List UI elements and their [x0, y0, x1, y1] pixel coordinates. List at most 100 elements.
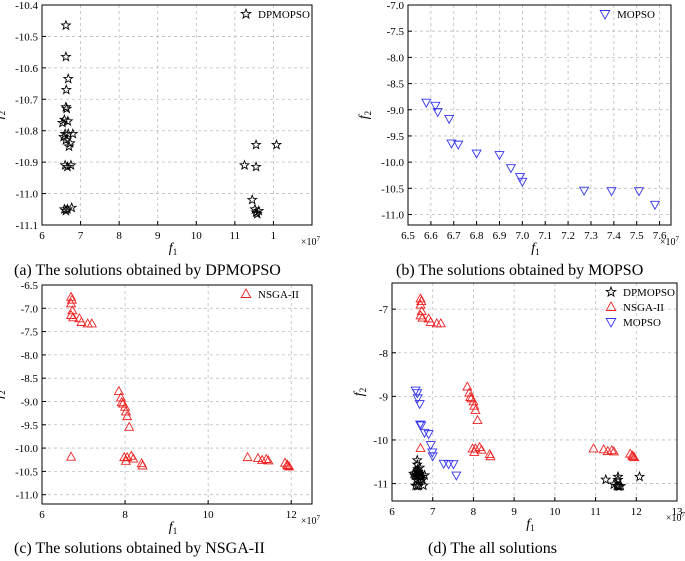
data-point	[598, 444, 609, 454]
data-point	[62, 115, 74, 127]
y-tick-label: -9.5	[21, 420, 39, 432]
data-point	[60, 83, 72, 95]
data-point	[68, 312, 79, 322]
data-point	[514, 173, 526, 183]
x-tick-label: 10	[549, 506, 561, 518]
data-point	[602, 445, 613, 455]
legend-marker	[240, 288, 252, 298]
data-point	[124, 421, 135, 431]
data-point	[505, 164, 517, 174]
data-point	[242, 451, 253, 462]
data-point	[469, 446, 480, 456]
y-tick-label: -8.5	[387, 79, 405, 91]
y-tick-label: -8.0	[387, 52, 405, 64]
data-point	[238, 159, 251, 171]
data-point	[443, 460, 454, 470]
plot-frame	[41, 4, 313, 226]
data-point	[66, 201, 78, 213]
x-tick-label: 6	[39, 230, 45, 242]
x-axis-label: f1	[526, 517, 534, 533]
x-axis-label-subscript: 1	[173, 526, 178, 536]
x-tick-label: 7.1	[538, 230, 552, 242]
data-point	[65, 291, 77, 301]
y-axis-label: f2	[0, 390, 7, 398]
data-point	[629, 451, 640, 462]
data-point	[494, 151, 505, 161]
data-point	[263, 455, 274, 465]
data-point	[58, 113, 70, 125]
data-point	[416, 421, 427, 431]
data-point	[120, 455, 132, 465]
data-point	[427, 452, 438, 462]
legend-label: DPMOPSO	[258, 9, 310, 21]
x-multiplier-exponent: 7	[317, 235, 321, 243]
data-point	[122, 451, 133, 462]
x-tick-label: 7	[78, 230, 84, 242]
data-point	[462, 381, 473, 391]
data-point	[416, 473, 429, 485]
y-axis-label: f2	[357, 111, 373, 119]
data-point	[612, 470, 624, 482]
x-tick-label: 7.6	[653, 230, 667, 242]
data-point	[412, 394, 423, 404]
x-multiplier-exponent: 7	[317, 514, 321, 522]
data-point	[416, 295, 427, 305]
data-point	[113, 385, 124, 395]
chart-a: 6 7 8 9 10 11 1-11.1-11.0-10.9-10.8-10.7-10.6-…	[0, 0, 321, 257]
data-point	[451, 471, 462, 481]
data-point	[86, 318, 97, 328]
data-point	[633, 187, 645, 197]
x-tick-label: 6.5	[401, 230, 415, 242]
y-tick-label: -9	[379, 391, 389, 403]
data-point	[430, 101, 441, 112]
x-tick-label: 7.2	[561, 230, 575, 242]
data-point	[115, 392, 127, 402]
data-point	[627, 451, 639, 461]
legend-marker	[605, 318, 617, 328]
data-point	[613, 480, 625, 492]
y-tick-label: -7	[379, 304, 389, 316]
data-point	[432, 108, 443, 118]
y-axis-label-subscript: 2	[358, 388, 368, 393]
data-point	[60, 101, 72, 112]
data-point	[119, 401, 131, 411]
plot-frame	[391, 282, 678, 502]
x-axis-label-subscript: 1	[173, 247, 178, 257]
data-point	[578, 186, 590, 196]
data-point	[421, 98, 432, 108]
data-point	[474, 441, 485, 452]
legend-marker	[240, 7, 252, 20]
data-point	[252, 452, 264, 463]
data-point	[414, 400, 425, 410]
series-nsga-ii	[415, 293, 640, 462]
x-tick-label: 8	[116, 230, 122, 242]
data-point	[66, 294, 78, 304]
y-tick-label: -7.5	[21, 327, 39, 339]
caption-d: (d) The all solutions	[428, 540, 558, 557]
legend-label: NSGA-II	[258, 289, 299, 301]
caption-b: (b) The solutions obtained by MOPSO	[396, 262, 644, 279]
series-dpmopso	[407, 454, 646, 492]
legend-item-mopso: MOPSO	[599, 9, 655, 21]
data-point	[649, 200, 661, 211]
y-tick-label: -9.5	[387, 131, 405, 143]
data-point	[448, 460, 459, 470]
data-point	[415, 442, 426, 452]
y-tick-label: -9.0	[387, 105, 405, 117]
y-tick-label: -11.0	[381, 210, 404, 222]
data-point	[470, 443, 481, 453]
y-tick-label: -7.0	[21, 303, 39, 315]
x-tick-label: 9	[511, 506, 517, 518]
data-point	[608, 446, 620, 456]
data-point	[471, 149, 482, 159]
data-point	[61, 102, 73, 114]
data-point	[485, 451, 496, 461]
x-tick-label: 7.0	[515, 230, 529, 242]
x-tick-label: 11	[590, 506, 601, 518]
data-point	[76, 316, 87, 326]
legend-label: MOPSO	[617, 9, 655, 21]
x-tick-label: 6	[389, 506, 395, 518]
data-point	[419, 428, 430, 439]
x-tick-label: 12	[286, 509, 297, 521]
y-axis-label: f2	[0, 111, 7, 119]
